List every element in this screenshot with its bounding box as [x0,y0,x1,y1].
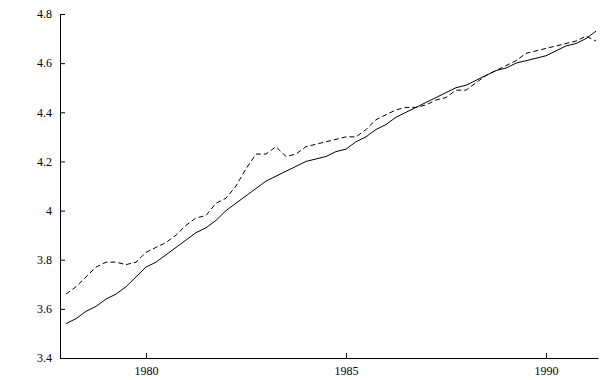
tick-mark [60,112,65,113]
tick: 3.6 [37,302,65,316]
tick: 1990 [535,353,559,378]
axis-line [60,15,61,359]
tick-mark [60,161,65,162]
tick-label: 3.4 [37,351,52,365]
tick: 1980 [135,353,159,378]
tick-mark [346,353,347,358]
tick-label: 4.8 [37,7,52,21]
tick-label: 4.4 [37,106,52,120]
tick-label: 3.8 [37,253,52,267]
x-axis: 1980 1985 1990 [61,353,599,378]
tick: 4.2 [37,155,65,169]
tick: 3.8 [37,253,65,267]
tick-mark [60,260,65,261]
plot-area [66,31,596,323]
tick-label: 4 [46,204,52,218]
tick-mark [60,358,65,359]
series-line [66,31,596,323]
tick-mark [60,211,65,212]
tick: 3.4 [37,351,65,365]
tick-label: 1985 [335,364,359,378]
tick-mark [146,353,147,358]
chart: 1980 1985 1990 3.4 3.6 3.8 4 4.2 4.4 4.6 4.8 [0,0,600,380]
axis-line [61,358,599,359]
tick: 4.8 [37,7,65,21]
tick: 4.6 [37,56,65,70]
tick-label: 1980 [135,364,159,378]
tick: 4 [46,204,65,218]
tick: 1985 [335,353,359,378]
tick-mark [60,14,65,15]
tick-label: 4.2 [37,155,52,169]
tick-label: 4.6 [37,56,52,70]
tick-mark [546,353,547,358]
y-axis: 3.4 3.6 3.8 4 4.2 4.4 4.6 4.8 [37,7,65,365]
tick-label: 1990 [535,364,559,378]
tick-label: 3.6 [37,302,52,316]
series-line [66,36,596,294]
tick: 4.4 [37,106,65,120]
tick-mark [60,63,65,64]
tick-mark [60,309,65,310]
